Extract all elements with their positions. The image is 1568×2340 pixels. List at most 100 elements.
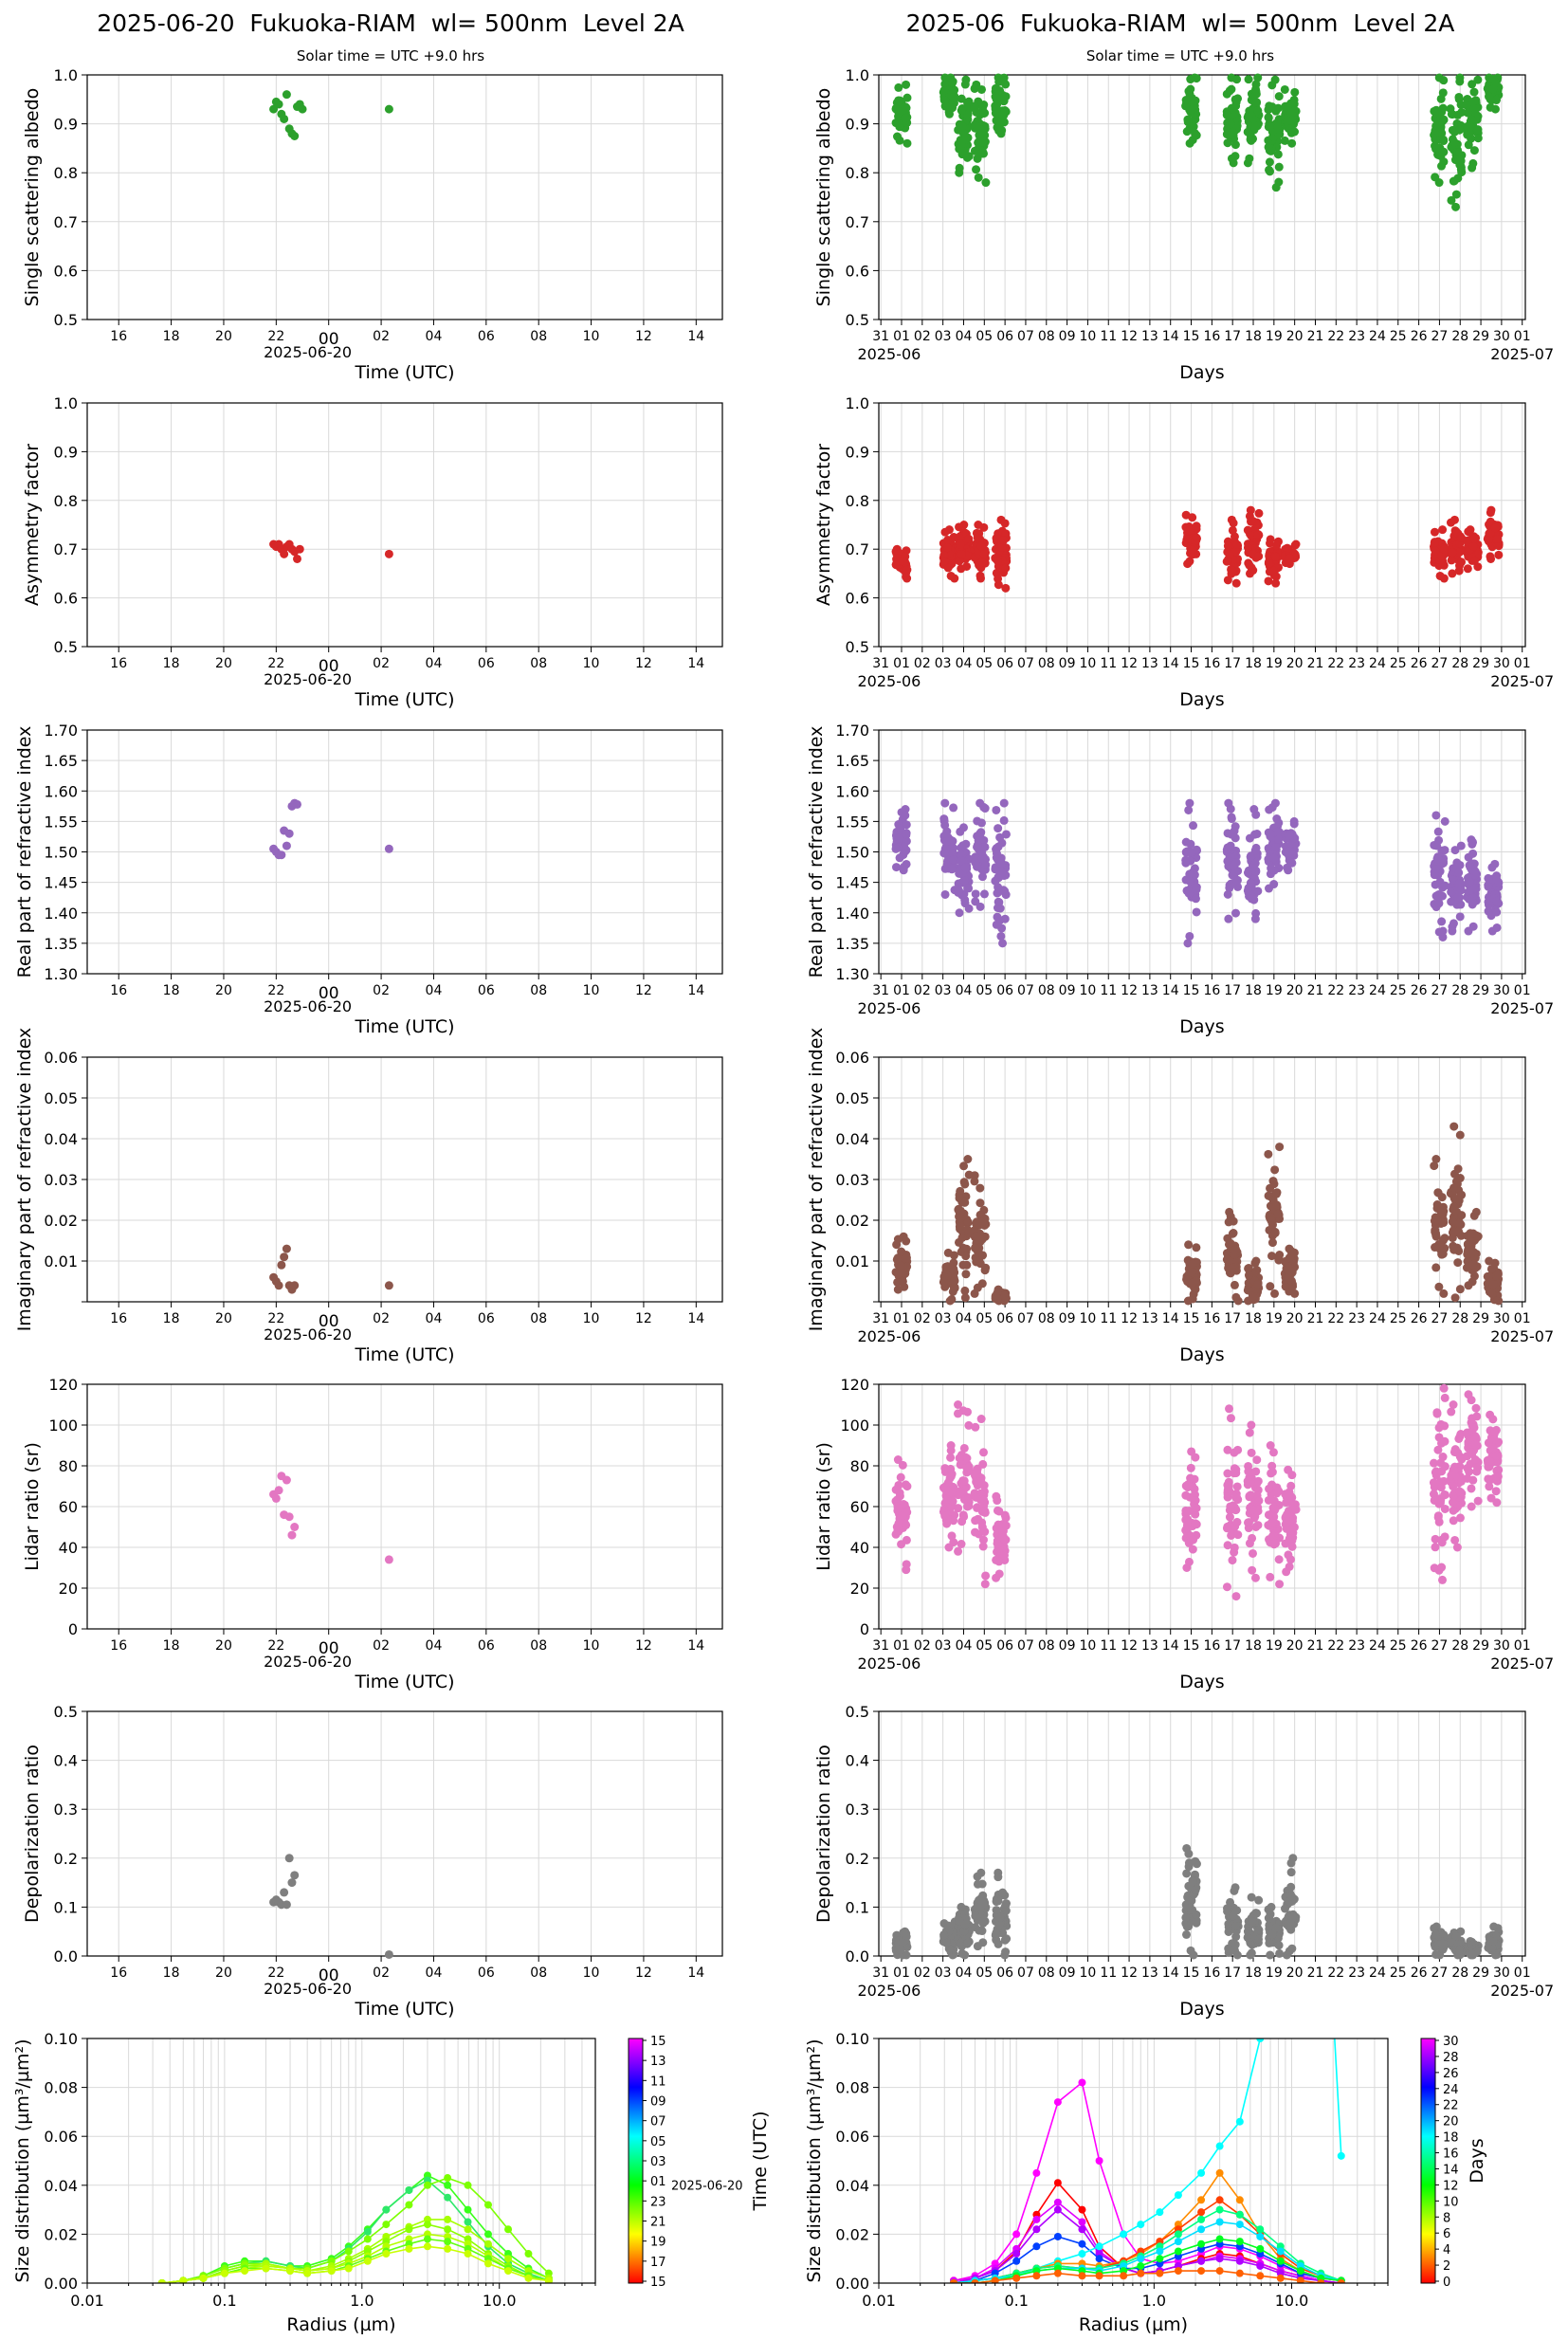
R3-point [1285, 831, 1294, 840]
R3-point [1440, 846, 1449, 855]
R6-point [1451, 1931, 1461, 1941]
R5-point [1431, 1534, 1440, 1544]
R3-xtick-label: 09 [1059, 983, 1076, 998]
R2-point [979, 522, 989, 532]
R2-axes-frame [878, 402, 1526, 648]
R1-point [1264, 113, 1273, 122]
R3-point [1185, 931, 1194, 941]
R4-point [960, 1286, 970, 1295]
R3-xtick-label: 10 [1080, 983, 1097, 998]
R5-point [1472, 1467, 1482, 1476]
R5-point [895, 1491, 904, 1501]
R1-point [1447, 195, 1456, 205]
L6-ytick-label: 0.1 [54, 1898, 78, 1916]
R5-point [1182, 1520, 1192, 1529]
L5-xtick-label: 06 [478, 1638, 495, 1654]
R5-point [1463, 1463, 1472, 1472]
R2-point [993, 557, 1002, 566]
L3-xtick-label: 00 [319, 984, 339, 1003]
R3-point [1185, 876, 1194, 886]
L4-xtick-label: 08 [530, 1311, 547, 1326]
R2-point [1448, 569, 1457, 578]
R6-point [975, 1926, 984, 1935]
R5-point [1436, 1483, 1446, 1492]
R6-xtick-label: 18 [1245, 1965, 1262, 1981]
R2-point [939, 557, 949, 566]
R2-xtick-label: 14 [1162, 656, 1179, 671]
R2-point [999, 536, 1009, 545]
R3-point [1183, 939, 1193, 948]
R6-point [1286, 1868, 1296, 1877]
R4-xtick-label: 08 [1038, 1311, 1055, 1326]
R3-point [1468, 837, 1478, 847]
R2-point [1271, 552, 1281, 561]
R5-point [1455, 1432, 1465, 1441]
R5-point [971, 1516, 980, 1526]
R4-point [1231, 1292, 1241, 1302]
R5-point [1249, 1548, 1258, 1558]
R2-point [1446, 518, 1455, 527]
R3-point [1231, 908, 1240, 918]
R1-point [1451, 190, 1461, 199]
R5-point [1430, 1563, 1439, 1573]
R1-point [1253, 106, 1263, 116]
R4-ytick-label: 0.02 [835, 1212, 869, 1230]
R3-point [1456, 886, 1466, 895]
L1-ytick-label: 1.0 [54, 66, 78, 84]
R6-xtick-label: 01 [893, 1965, 910, 1981]
R5-point [1470, 1432, 1480, 1441]
R4-point [975, 1183, 985, 1193]
R5-point [1264, 1510, 1273, 1520]
L3-xtick-label: 12 [635, 983, 652, 998]
R1-point [1436, 152, 1446, 161]
R3-xtick-label: 16 [1203, 983, 1220, 998]
R5-point [993, 1539, 1002, 1548]
R6-point [1267, 1929, 1277, 1939]
R1-point [1449, 137, 1459, 147]
L2-point [295, 544, 304, 554]
R5-point [1473, 1496, 1483, 1506]
R4-xtick-label: 24 [1369, 1311, 1386, 1326]
L1-xtick-label: 14 [687, 329, 704, 344]
R4-point [1449, 1183, 1459, 1193]
R1-point [896, 119, 905, 129]
L6-xtick-label: 08 [530, 1965, 547, 1981]
R5-axes-frame [878, 1383, 1526, 1630]
R2-ytick-label: 0.7 [846, 540, 869, 558]
R5-point [1249, 1513, 1259, 1523]
right-solar-time-note: Solar time = UTC +9.0 hrs [1085, 47, 1275, 64]
R5-point [980, 1580, 990, 1589]
R3-end-month-label: 2025-07 [1490, 999, 1554, 1017]
R5-point [994, 1569, 1004, 1579]
R5-xtick-label: 25 [1390, 1638, 1407, 1654]
R1-xtick-label: 17 [1224, 329, 1241, 344]
R5-ytick-label: 60 [850, 1498, 869, 1516]
L6-ytick-label: 0.2 [54, 1850, 78, 1868]
R6-point [1001, 1947, 1011, 1957]
R5-point [1492, 1451, 1502, 1460]
R3-ytick-label: 1.70 [835, 722, 869, 740]
R1-point [1252, 121, 1262, 131]
R2-xtick-label: 06 [996, 656, 1013, 671]
R4-point [1454, 1227, 1464, 1236]
R1-point [1468, 158, 1478, 168]
R1-point [1430, 106, 1439, 116]
L4-ytick-label: 0.05 [44, 1089, 78, 1107]
R1-end-month-label: 2025-07 [1490, 345, 1554, 363]
R4-point [892, 1240, 902, 1250]
L4-xtick-label: 18 [163, 1311, 180, 1326]
R6-xtick-label: 22 [1327, 1965, 1344, 1981]
R5-point [1447, 1471, 1456, 1480]
R2-xtick-label: 18 [1245, 656, 1262, 671]
R3-point [896, 824, 905, 833]
L3-xtick-label: 16 [110, 983, 127, 998]
R1-point [1486, 102, 1495, 112]
R5-point [1191, 1519, 1200, 1528]
R6-xtick-label: 05 [975, 1965, 993, 1981]
R3-point [1455, 860, 1465, 869]
L6-point [290, 1871, 300, 1880]
R1-point [1488, 74, 1498, 83]
R6-point [992, 1897, 1001, 1907]
R5-point [1289, 1523, 1299, 1532]
R5-point [1469, 1423, 1479, 1433]
